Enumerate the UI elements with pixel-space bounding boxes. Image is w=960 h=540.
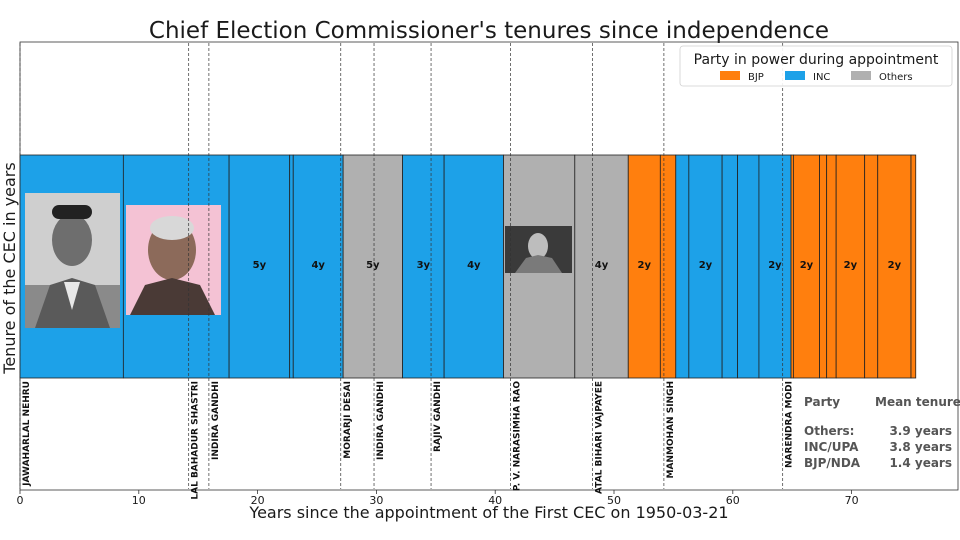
pm-label: NARENDRA MODI	[785, 381, 795, 468]
legend-swatch-inc	[785, 71, 805, 80]
tenure-label: 2y	[888, 260, 902, 271]
tenure-label: 2y	[638, 260, 652, 271]
x-tick-label: 30	[369, 494, 383, 507]
tenure-label: 2y	[800, 260, 814, 271]
tenure-bar	[574, 154, 629, 379]
chart-title: Chief Election Commissioner's tenures si…	[149, 18, 829, 44]
summary-row-tenure: 3.8 years	[889, 440, 952, 454]
x-axis-ticks: 0 10 20 30 40 50 60 70	[17, 490, 859, 507]
tenure-bar	[402, 154, 445, 379]
tenure-bar	[675, 154, 690, 379]
tenure-label: 2y	[699, 260, 713, 271]
tenure-label: 4y	[467, 260, 481, 271]
summary-row-tenure: 3.9 years	[889, 424, 952, 438]
x-tick-label: 0	[17, 494, 24, 507]
tenure-bar	[826, 154, 837, 379]
tenure-label: 2y	[844, 260, 858, 271]
pm-label: INDIRA GANDHI	[376, 381, 386, 460]
summary-row-party: Others:	[804, 424, 854, 438]
pm-label: ATAL BIHARI VAJPAYEE	[595, 381, 605, 494]
tenure-label: 2y	[768, 260, 782, 271]
tenure-bar	[864, 154, 879, 379]
tenure-bar	[792, 154, 820, 379]
tenure-label: 4y	[595, 260, 609, 271]
tenure-label: 3y	[417, 260, 431, 271]
tenure-bar	[289, 154, 294, 379]
legend-swatch-others	[851, 71, 871, 80]
tenure-label: 5y	[253, 260, 267, 271]
tenure-bar	[688, 154, 723, 379]
summary-row-party: BJP/NDA	[804, 456, 861, 470]
photos	[25, 193, 572, 328]
tenure-bar	[737, 154, 760, 379]
tenure-bar	[758, 154, 792, 379]
legend-label-others: Others	[879, 72, 913, 83]
pm-label: MANMOHAN SINGH	[666, 381, 676, 479]
tenure-bar	[443, 154, 504, 379]
summary-header-tenure: Mean tenure	[875, 395, 960, 409]
tenure-bar	[835, 154, 866, 379]
x-tick-label: 20	[251, 494, 265, 507]
y-axis-label: Tenure of the CEC in years	[0, 162, 19, 374]
x-tick-label: 60	[726, 494, 740, 507]
legend: Party in power during appointment BJP IN…	[679, 45, 953, 87]
x-tick-label: 70	[845, 494, 859, 507]
x-tick-label: 50	[607, 494, 621, 507]
pm-label: LAL BAHADUR SHASTRI	[191, 381, 201, 500]
tenure-label: 5y	[366, 260, 380, 271]
summary-header-party: Party	[804, 395, 840, 409]
tenure-label: 4y	[311, 260, 325, 271]
summary-row-tenure: 1.4 years	[889, 456, 952, 470]
pm-label: MORARJI DESAI	[343, 381, 353, 459]
legend-label-inc: INC	[813, 72, 830, 83]
portrait-photo-1	[25, 193, 120, 328]
x-axis-label: Years since the appointment of the First…	[248, 503, 728, 522]
pm-label: INDIRA GANDHI	[211, 381, 221, 460]
tenure-bar	[228, 154, 291, 379]
tenure-bar	[721, 154, 738, 379]
summary-row-party: INC/UPA	[804, 440, 859, 454]
portrait-photo-3	[505, 226, 572, 273]
tenure-bar	[819, 154, 828, 379]
tenure-bar	[292, 154, 344, 379]
portrait-photo-2	[126, 205, 221, 315]
pm-label: RAJIV GANDHI	[433, 381, 443, 452]
legend-title: Party in power during appointment	[694, 52, 939, 68]
prime-minister-markers: JAWAHARLAL NEHRU LAL BAHADUR SHASTRI INDIR…	[19, 43, 795, 500]
pm-label: P. V. NARASIMHA RAO	[513, 381, 523, 492]
tenure-bar	[659, 154, 677, 379]
pm-label: JAWAHARLAL NEHRU	[22, 381, 32, 487]
x-tick-label: 10	[132, 494, 146, 507]
tenure-bars: 5y 4y 5y 3y 4y 4y 2y 2y 2y 2y 2y 2y	[19, 154, 917, 379]
tenure-bar	[910, 154, 917, 379]
legend-label-bjp: BJP	[748, 72, 764, 83]
tenure-bar	[877, 154, 912, 379]
legend-swatch-bjp	[720, 71, 740, 80]
legend-box	[679, 45, 953, 87]
x-tick-label: 40	[488, 494, 502, 507]
mean-tenure-summary: Party Mean tenure Others: 3.9 years INC/…	[804, 395, 960, 470]
